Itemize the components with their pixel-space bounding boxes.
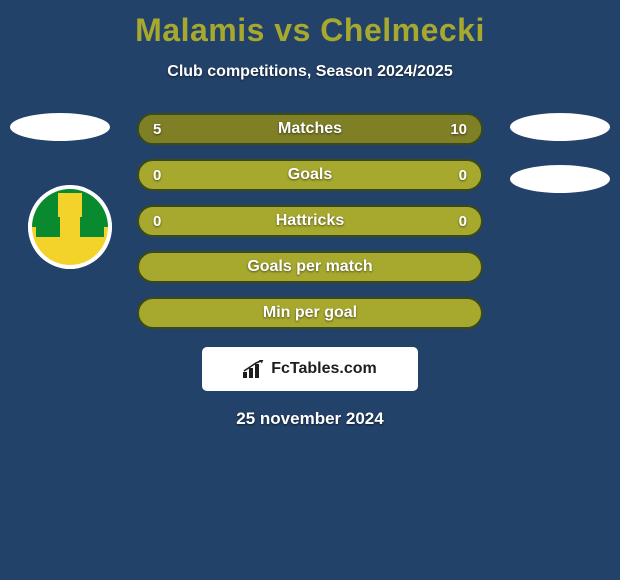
stat-bar: Min per goal	[137, 297, 483, 329]
stat-bar-value-left: 0	[153, 161, 161, 189]
stat-bar-value-right: 0	[459, 161, 467, 189]
player-placeholder-right-2	[510, 165, 610, 193]
stat-bar: Goals0 0	[137, 159, 483, 191]
comparison-bars: Matches510Goals00Hattricks00Goals per ma…	[137, 113, 483, 329]
content-area: Matches510Goals00Hattricks00Goals per ma…	[0, 113, 620, 329]
stat-bar: Matches5 10	[137, 113, 483, 145]
chart-icon	[243, 360, 265, 378]
stat-bar: Hattricks0 0	[137, 205, 483, 237]
stat-bar-value-right: 0	[459, 207, 467, 235]
subtitle: Club competitions, Season 2024/2025	[0, 63, 620, 81]
comparison-infographic: Malamis vs Chelmecki Club competitions, …	[0, 0, 620, 580]
stat-bar-label: Hattricks	[139, 207, 481, 235]
page-title: Malamis vs Chelmecki	[0, 0, 620, 49]
stat-bar-label: Goals per match	[139, 253, 481, 281]
stat-bar-value-left: 0	[153, 207, 161, 235]
stat-bar-label: Goals	[139, 161, 481, 189]
source-badge-text: FcTables.com	[271, 360, 377, 378]
player-placeholder-right-1	[510, 113, 610, 141]
player-placeholder-left	[10, 113, 110, 141]
club-logo	[28, 185, 112, 269]
stat-bar-label: Matches	[139, 115, 481, 143]
stat-bar-value-right: 10	[450, 115, 467, 143]
stat-bar-value-left: 5	[153, 115, 161, 143]
date-text: 25 november 2024	[0, 409, 620, 429]
stat-bar: Goals per match	[137, 251, 483, 283]
source-badge: FcTables.com	[202, 347, 418, 391]
stat-bar-label: Min per goal	[139, 299, 481, 327]
club-logo-icon	[28, 185, 112, 269]
